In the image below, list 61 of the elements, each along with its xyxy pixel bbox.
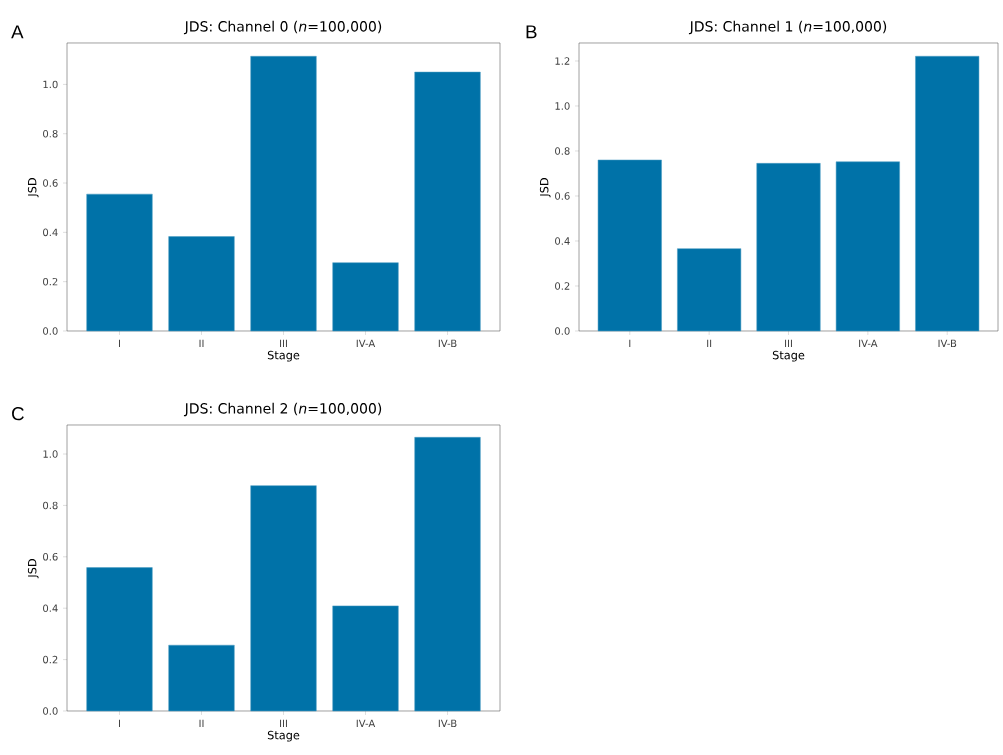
y-axis-title: JSD	[539, 178, 551, 198]
y-tick-label: 0.8	[43, 501, 58, 510]
x-axis-title: Stage	[267, 350, 300, 362]
chart-title: JDS: Channel 2 (n=100,000)	[183, 402, 382, 417]
x-tick-label: I	[119, 339, 120, 347]
x-tick-label: IV-B	[438, 339, 457, 347]
x-tick-label: IV-A	[356, 719, 376, 727]
x-axis-title: Stage	[772, 350, 805, 362]
x-tick-label: I	[629, 339, 631, 347]
bar	[250, 485, 317, 712]
y-tick-label: 0.2	[555, 282, 570, 290]
y-tick-label: 0.2	[43, 655, 58, 664]
y-tick-label: 0.2	[43, 277, 58, 286]
y-tick-label: 0.8	[43, 129, 58, 138]
x-tick-label: II	[199, 339, 204, 347]
bar	[597, 159, 662, 332]
y-tick-label: 0.6	[555, 192, 570, 200]
bar	[915, 55, 980, 332]
text: A	[11, 25, 24, 39]
bar	[250, 56, 317, 332]
y-tick-label: 0.8	[555, 147, 570, 155]
y-tick-label: 1.2	[555, 57, 570, 65]
bar	[86, 567, 153, 712]
bar	[332, 262, 399, 332]
y-axis-title: JSD	[27, 559, 39, 579]
bar	[756, 163, 821, 332]
y-tick-label: 0.4	[43, 228, 58, 237]
y-tick-label: 1.0	[43, 450, 58, 458]
x-tick-label: II	[199, 719, 204, 727]
x-tick-label: IV-B	[938, 339, 957, 347]
x-tick-label: III	[785, 339, 792, 347]
y-tick-label: 0.0	[43, 707, 58, 715]
x-tick-label: IV-A	[356, 339, 376, 347]
x-tick-label: III	[280, 339, 287, 347]
chart-title: JDS: Channel 0 (n=100,000)	[183, 20, 382, 35]
y-tick-label: 0.0	[43, 327, 58, 335]
y-tick-label: 0.6	[43, 553, 58, 561]
x-tick-label: II	[707, 339, 712, 347]
y-tick-label: 0.4	[43, 604, 58, 612]
text: B	[526, 25, 537, 39]
bar	[168, 236, 235, 332]
x-tick-label: IV-B	[438, 719, 457, 727]
bar	[835, 161, 900, 332]
y-tick-label: 0.4	[555, 237, 570, 245]
y-tick-label: 0.6	[43, 179, 58, 187]
bar	[414, 437, 481, 712]
x-tick-label: III	[280, 719, 287, 727]
y-tick-label: 0.0	[555, 327, 570, 335]
bar	[168, 644, 235, 712]
bar	[677, 248, 742, 332]
x-axis-title: Stage	[267, 730, 300, 742]
text: C	[12, 407, 24, 421]
x-tick-label: I	[119, 719, 120, 727]
bar	[332, 605, 399, 712]
bar	[414, 71, 481, 332]
bar	[86, 193, 153, 332]
y-tick-label: 1.0	[555, 102, 570, 110]
x-tick-label: IV-A	[859, 339, 878, 347]
y-tick-label: 1.0	[43, 80, 58, 89]
y-axis-title: JSD	[27, 178, 39, 198]
chart-title: JDS: Channel 1 (n=100,000)	[688, 20, 887, 35]
